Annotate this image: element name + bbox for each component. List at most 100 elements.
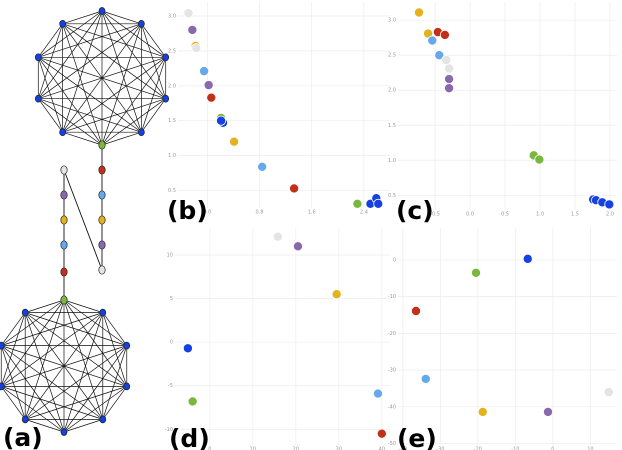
point: [434, 50, 445, 61]
edge: [101, 57, 167, 146]
y-tick-label: 3.0: [388, 18, 396, 24]
edge: [62, 23, 166, 58]
y-tick-label: 0: [393, 257, 396, 263]
y-tick-label: 1.5: [388, 123, 396, 129]
node: [60, 165, 68, 175]
edge: [25, 299, 65, 313]
node: [0, 341, 5, 350]
edge: [62, 23, 166, 99]
edge: [1, 386, 65, 433]
edge: [141, 98, 167, 133]
x-tick-label: 20: [293, 447, 299, 450]
y-tick-label: 1.5: [168, 118, 176, 124]
edge: [37, 57, 103, 146]
node: [0, 382, 5, 391]
x-tick-label: 0.8: [256, 210, 264, 216]
edge: [25, 312, 127, 387]
node: [99, 415, 107, 424]
point: [206, 92, 217, 103]
node: [123, 341, 131, 350]
node: [59, 19, 66, 28]
point: [410, 305, 421, 316]
point: [413, 7, 424, 18]
y-tick-label: 5: [170, 296, 173, 302]
x-tick-label: 2.0: [606, 212, 614, 218]
x-tick-label: 0.0: [466, 212, 474, 218]
x-tick-label: 40: [379, 447, 385, 450]
edge: [37, 23, 63, 58]
point: [229, 136, 240, 147]
panel-label: (e): [397, 424, 437, 450]
node: [59, 128, 66, 137]
point: [427, 35, 438, 46]
panel-label: (a): [3, 423, 43, 450]
panel-label: (d): [169, 424, 210, 450]
edge: [63, 419, 103, 433]
y-tick-label: 1.0: [168, 153, 176, 159]
x-tick-label: 0: [208, 447, 211, 450]
x-tick-label: 30: [336, 447, 342, 450]
node: [34, 94, 42, 103]
node: [98, 165, 106, 175]
x-tick-label: 10: [587, 447, 593, 450]
y-tick-label: 3.0: [168, 13, 176, 19]
y-tick-label: -50: [388, 441, 396, 447]
y-tick-label: 0: [170, 340, 173, 346]
x-tick-label: -20: [474, 447, 482, 450]
edge: [101, 10, 167, 99]
x-tick-label: 10: [250, 447, 256, 450]
edge: [37, 98, 63, 133]
node: [98, 240, 106, 250]
y-tick-label: 10: [167, 253, 173, 259]
y-tick-label: 2.0: [168, 83, 176, 89]
y-tick-label: -10: [165, 427, 173, 433]
scatter-panel: 0 10 20 30 40 -10 -5 0 5 10: [165, 228, 390, 450]
scatter-panel: -40 -30 -20 -10 0 10-50-40-30-20-100: [388, 228, 617, 450]
point: [187, 396, 198, 407]
point: [603, 387, 614, 398]
node: [34, 53, 42, 62]
node: [60, 215, 68, 225]
edge: [38, 98, 103, 146]
edge: [1, 312, 103, 346]
x-tick-label: 1.0: [536, 212, 544, 218]
node: [123, 382, 131, 391]
x-tick-label: -40: [399, 447, 407, 450]
y-tick-label: 0.5: [168, 188, 176, 194]
node: [98, 190, 106, 200]
y-tick-label: -40: [388, 404, 396, 410]
point: [292, 241, 303, 252]
point: [441, 55, 452, 66]
node: [98, 215, 106, 225]
point: [191, 43, 202, 54]
y-tick-label: -20: [388, 331, 396, 337]
edge: [102, 312, 128, 346]
point: [543, 406, 554, 417]
edge: [0, 345, 65, 433]
edge: [62, 23, 103, 146]
x-tick-label: -10: [511, 447, 519, 450]
edge: [62, 10, 103, 25]
edge: [1, 386, 103, 420]
edge: [37, 10, 103, 99]
edge: [101, 10, 142, 25]
scatter-panel: -0.5 0.0 0.5 1.0 1.5 2.0 0.5 1.0 1.5 2.0 2.5 3.0: [388, 2, 617, 218]
point: [522, 253, 533, 264]
y-tick-label: 2.5: [168, 48, 176, 54]
edge: [0, 312, 26, 387]
node: [98, 7, 106, 15]
y-tick-label: 2.0: [388, 88, 396, 94]
node: [21, 415, 29, 424]
point: [199, 66, 210, 77]
point: [444, 83, 455, 94]
edge: [0, 299, 65, 387]
y-tick-label: 0.5: [388, 193, 396, 199]
point: [477, 406, 488, 417]
edge: [102, 386, 128, 420]
point: [439, 29, 450, 40]
node: [60, 190, 68, 200]
edge: [62, 23, 142, 133]
edge: [101, 131, 142, 146]
x-tick-label: 0: [551, 447, 554, 450]
